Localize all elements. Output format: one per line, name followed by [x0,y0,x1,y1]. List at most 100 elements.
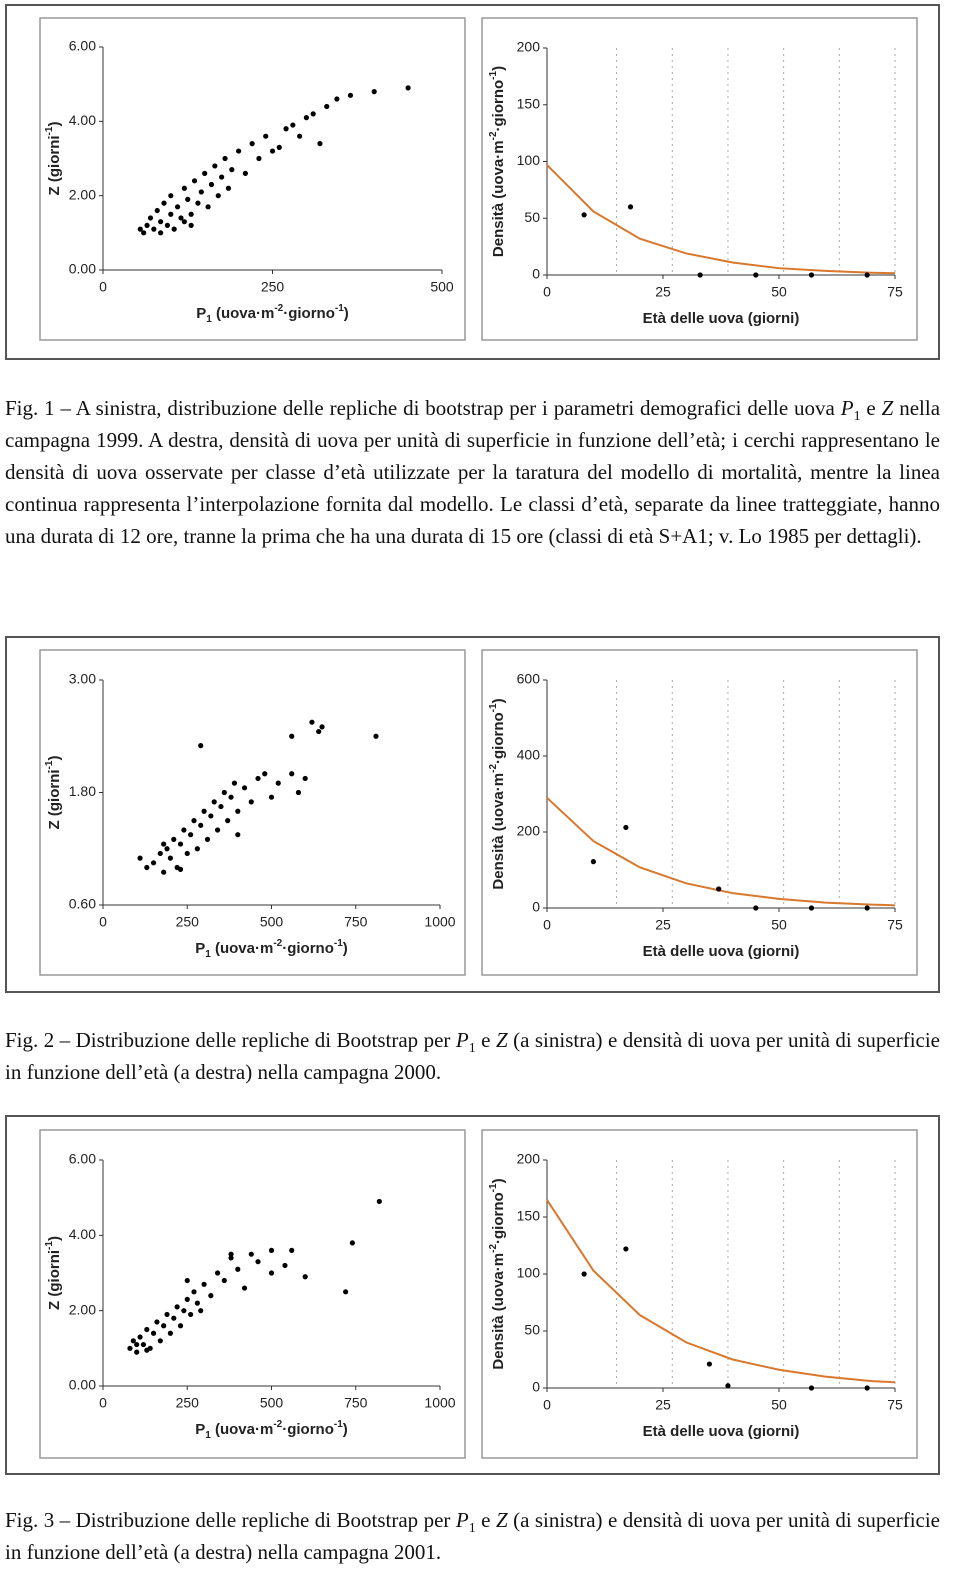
label-part: 1 [206,314,212,325]
label-part: ·giorno [282,940,334,957]
data-point [282,1262,288,1269]
data-point [171,836,177,842]
label-part: ) [343,940,348,957]
data-point [248,799,254,805]
y-axis-label: Densità (uova·m-2·giorno-1) [488,1178,507,1369]
data-point [185,196,191,202]
y-tick-label: 600 [517,671,541,687]
y-tick-label: 2.00 [69,186,96,202]
data-point [147,215,154,221]
data-point [154,1319,160,1325]
data-point [164,846,170,852]
y-axis-label: Z (giorni-1) [44,756,63,830]
label-part: (uova·m [212,305,275,322]
label-part: -2 [274,303,283,314]
data-point [236,148,242,154]
y-tick-label: 3.00 [69,671,96,687]
data-point [808,905,815,911]
data-point [198,189,204,195]
data-point [208,813,214,819]
label-part: -1 [334,1419,343,1430]
data-point [324,103,330,110]
data-point [191,178,198,184]
data-point [188,832,194,838]
data-point [581,1271,587,1277]
data-point [753,272,759,278]
fit-line [546,164,896,275]
data-point [157,1338,163,1344]
x-tick-label: 0 [543,917,551,933]
data-point [221,1277,227,1284]
x-axis-label: P1 (uova·m-2·giorno-1) [195,1419,348,1441]
data-point [297,133,303,139]
x-axis-label: Età delle uova (giorni) [643,310,800,327]
y-tick-label: 6.00 [69,38,96,54]
y-tick-label: 200 [517,823,541,839]
data-point [164,222,171,228]
caption: Fig. 2 – Distribuzione delle repliche di… [5,1024,940,1088]
data-point [302,1274,308,1280]
y-tick-label: 200 [517,39,541,55]
data-point [137,226,143,232]
data-point [302,775,308,782]
caption-text: Fig. 1 – A sinistra, distribuzione delle… [5,396,841,420]
label-part: ) [46,756,63,761]
data-point [627,204,634,210]
data-point [202,170,208,176]
data-point [134,1349,140,1355]
data-point [181,827,187,833]
x-tick-label: 250 [176,1395,200,1411]
label-part: (giorni [46,769,63,820]
data-point [151,226,157,232]
y-tick-label: 100 [517,152,541,168]
data-point [201,1281,207,1287]
data-point [228,1255,234,1261]
data-point [157,850,163,857]
y-tick-label: 6.00 [69,1151,96,1167]
label-part: Z [46,186,63,195]
data-point [753,905,759,911]
data-point [268,794,275,800]
data-point [371,89,377,95]
data-point [144,1326,150,1333]
label-part: -1 [334,938,343,949]
caption-text: Fig. 2 – Distribuzione delle repliche di… [5,1028,456,1052]
data-point [212,163,218,169]
label-part: 1 [205,1430,211,1441]
data-point [319,724,325,730]
data-point [697,272,703,278]
y-tick-label: 4.00 [69,1226,96,1242]
data-point [161,869,167,875]
data-point [198,1308,204,1314]
y-tick-label: 150 [517,1208,541,1224]
data-point [158,219,164,225]
y-tick-label: 0 [532,266,540,282]
data-point [303,115,309,121]
data-point [231,780,238,786]
label-part: -2 [488,764,499,773]
caption-text: 1 [853,409,861,425]
data-point [581,212,587,218]
data-point [864,272,870,278]
caption-text: 1 [468,1041,476,1057]
data-point [177,1323,184,1329]
data-point [242,170,248,176]
x-tick-label: 0 [543,284,551,300]
caption-text: P [840,396,854,420]
data-point [290,122,296,128]
data-point [268,1270,275,1276]
data-point [201,808,207,814]
chart-panel [39,17,466,341]
caption-text: (a sinistra) e densità di uova per unità… [5,1508,941,1564]
y-tick-label: 1.80 [69,783,96,799]
y-axis-label: Densità (uova·m-2·giorno-1) [488,698,507,889]
data-point [373,733,379,739]
label-part: (uova·m [211,1421,274,1438]
label-part: -1 [488,703,499,712]
data-point [248,1251,254,1257]
label-part: ) [490,698,507,703]
y-tick-label: 100 [517,1265,541,1281]
data-point [864,1385,870,1391]
chart-panel [481,649,918,976]
